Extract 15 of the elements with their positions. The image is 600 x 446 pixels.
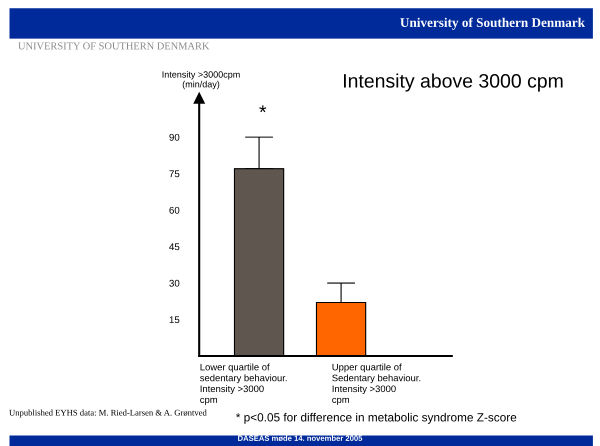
chart-title: Intensity above 3000 cpm <box>344 73 563 92</box>
y-tick-label: 45 <box>169 243 180 250</box>
annotation: * <box>259 105 266 112</box>
x-tick-label: Lower quartile of sedentary behaviour. Intensity >3000 cpm <box>200 363 287 405</box>
y-tick-label: 75 <box>169 170 180 178</box>
x-tick-label: Upper quartile of Sedentary behaviour. Intensity >3000 cpm <box>332 363 420 405</box>
text: * p<0.05 for difference in metabolic syndrome Z-score <box>236 412 516 424</box>
text: UNIVERSITY OF SOUTHERN DENMARK <box>18 42 210 50</box>
y-tick-label: 15 <box>170 316 180 324</box>
text: University of Southern Denmark <box>400 18 585 30</box>
y-tick-label: 90 <box>169 134 180 141</box>
y-axis-title: Intensity >3000cpm (min/day) <box>162 71 240 90</box>
y-tick-label: 30 <box>169 280 180 287</box>
y-tick-label: 60 <box>169 206 180 214</box>
text: Unpublished EYHS data: M. Ried-Larsen & A. Grøntved <box>9 410 207 418</box>
